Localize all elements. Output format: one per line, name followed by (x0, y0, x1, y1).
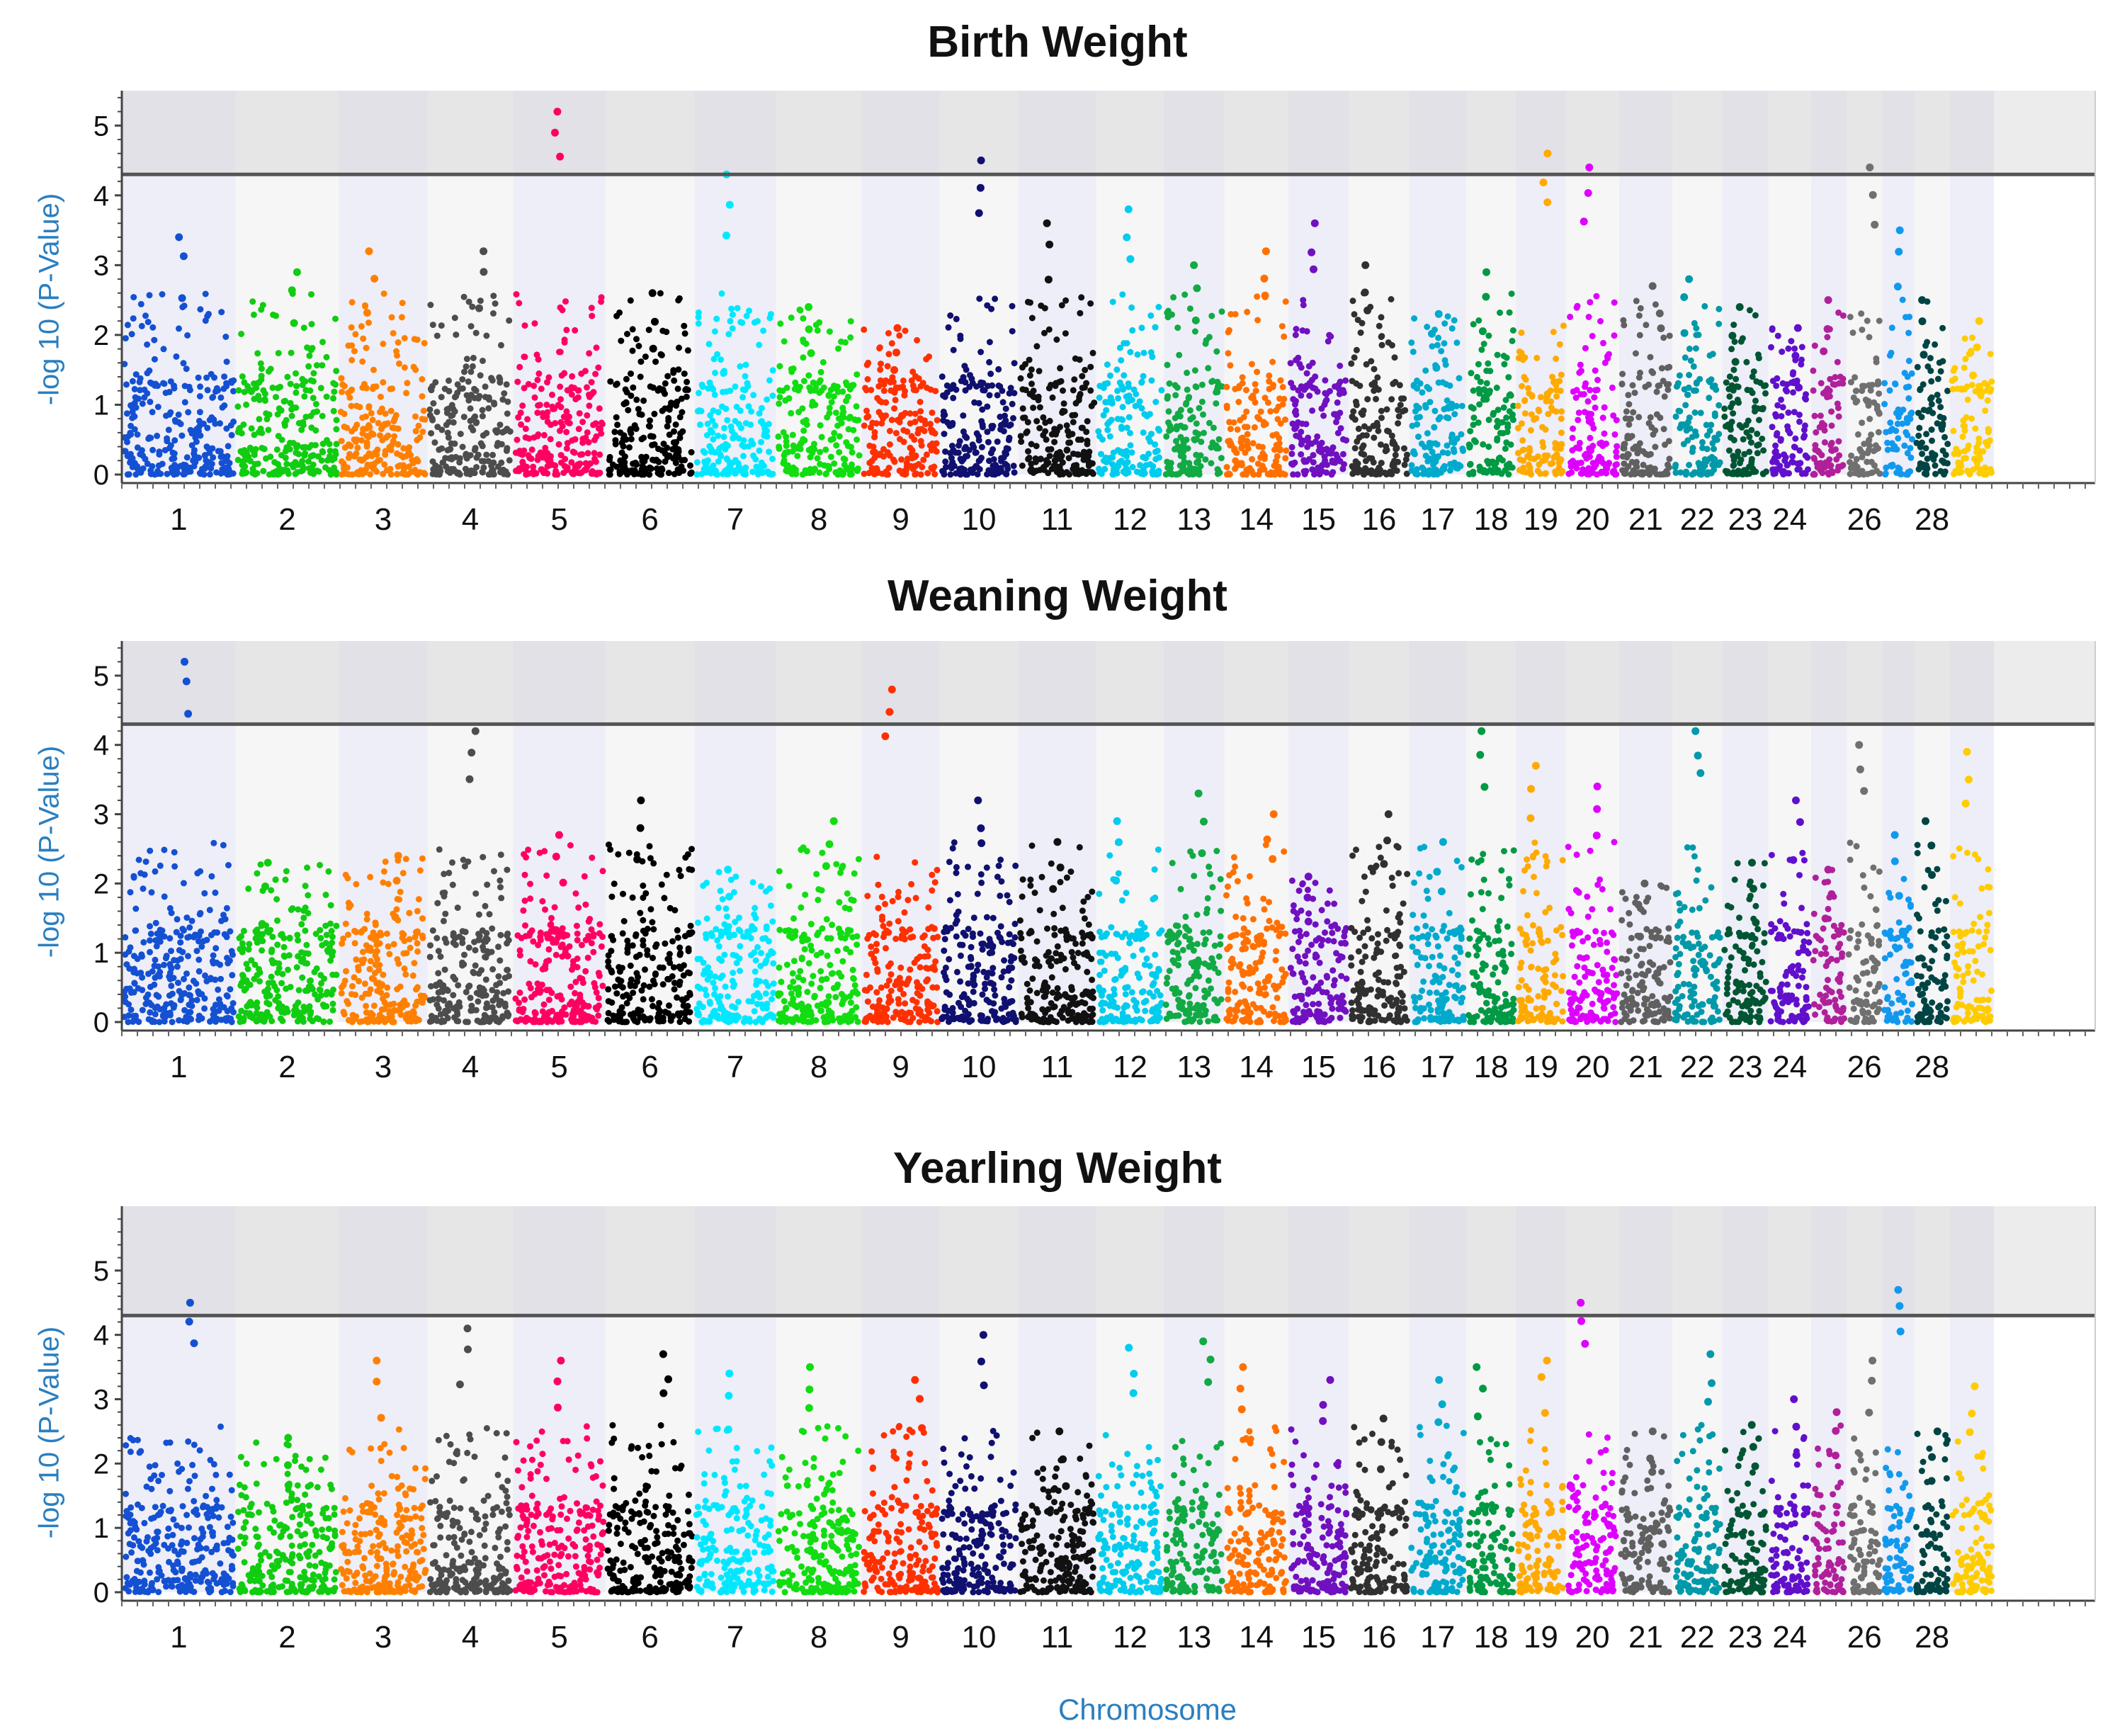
chromosome-band (1565, 91, 1619, 475)
panel-title-weaning-weight: Weaning Weight (888, 572, 1227, 620)
point-chr-1 (134, 431, 141, 438)
point-chr-1 (149, 446, 157, 453)
chromosome-band (1164, 91, 1225, 475)
point-chr-1 (196, 409, 203, 416)
chromosome-band (122, 91, 236, 475)
points-group (120, 108, 1995, 478)
point-chr-1 (204, 424, 211, 431)
chromosome-band (1018, 91, 1096, 475)
panel-title-yearling-weight: Yearling Weight (893, 1144, 1222, 1193)
chromosome-band (235, 91, 339, 475)
point-chr-1 (188, 442, 195, 449)
above-threshold-region (122, 91, 2095, 175)
panel-title-birth-weight: Birth Weight (927, 18, 1188, 67)
chromosome-band (861, 91, 940, 475)
point-chr-1 (215, 448, 222, 455)
